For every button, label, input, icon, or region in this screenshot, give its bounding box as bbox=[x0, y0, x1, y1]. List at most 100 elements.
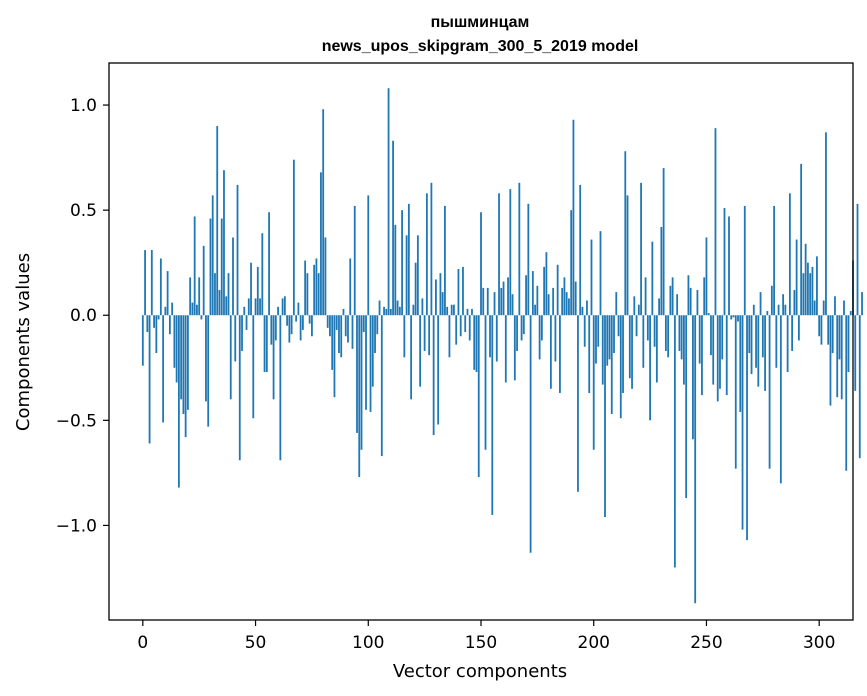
bar-4 bbox=[150, 250, 153, 316]
bar-236 bbox=[673, 315, 676, 568]
bar-182 bbox=[552, 287, 555, 316]
bar-126 bbox=[425, 193, 428, 316]
bar-3 bbox=[148, 315, 151, 444]
bar-106 bbox=[380, 315, 383, 457]
bar-174 bbox=[534, 304, 537, 316]
bar-237 bbox=[676, 294, 679, 316]
bar-147 bbox=[473, 315, 476, 370]
bar-98 bbox=[362, 315, 365, 333]
bar-114 bbox=[398, 306, 401, 316]
bars-group bbox=[141, 88, 863, 604]
bar-177 bbox=[540, 315, 543, 341]
bar-275 bbox=[761, 315, 764, 358]
bar-273 bbox=[757, 315, 760, 387]
x-tick-label: 200 bbox=[578, 633, 610, 653]
bar-181 bbox=[549, 315, 552, 389]
bar-304 bbox=[827, 315, 830, 345]
bar-121 bbox=[414, 262, 417, 316]
bar-18 bbox=[182, 315, 185, 415]
x-tick-label: 250 bbox=[690, 633, 722, 653]
bar-24 bbox=[196, 304, 198, 316]
bar-80 bbox=[322, 109, 325, 316]
bar-265 bbox=[739, 315, 742, 412]
bar-41 bbox=[234, 315, 237, 362]
bar-44 bbox=[241, 315, 243, 351]
bar-99 bbox=[365, 315, 367, 410]
bar-235 bbox=[671, 277, 674, 316]
bar-243 bbox=[689, 287, 692, 316]
bar-228 bbox=[655, 315, 658, 383]
bar-173 bbox=[531, 271, 534, 316]
bar-119 bbox=[410, 315, 413, 400]
bar-159 bbox=[500, 287, 503, 316]
y-tick-label: 1.0 bbox=[70, 96, 97, 116]
bar-229 bbox=[658, 298, 661, 316]
bar-294 bbox=[804, 243, 807, 316]
bar-301 bbox=[820, 315, 823, 345]
bar-68 bbox=[295, 315, 298, 322]
bar-72 bbox=[304, 260, 307, 316]
plot-frame bbox=[108, 62, 854, 621]
bar-189 bbox=[568, 298, 570, 316]
bar-156 bbox=[493, 292, 496, 316]
bar-92 bbox=[349, 258, 352, 316]
bar-40 bbox=[232, 237, 234, 316]
bar-317 bbox=[856, 203, 859, 316]
bar-193 bbox=[577, 315, 579, 492]
bar-47 bbox=[247, 298, 250, 316]
bar-16 bbox=[177, 315, 180, 488]
bar-84 bbox=[331, 315, 334, 370]
bar-200 bbox=[592, 315, 595, 450]
bar-214 bbox=[624, 151, 627, 316]
bar-32 bbox=[214, 273, 216, 316]
bar-89 bbox=[342, 308, 345, 316]
bar-150 bbox=[480, 212, 482, 316]
bar-33 bbox=[216, 126, 219, 316]
y-tick-label: 0.5 bbox=[70, 201, 97, 221]
bar-227 bbox=[653, 315, 656, 347]
bar-135 bbox=[446, 306, 449, 316]
bar-218 bbox=[633, 296, 636, 316]
bar-187 bbox=[563, 277, 566, 316]
bar-104 bbox=[376, 315, 379, 335]
bar-55 bbox=[265, 315, 268, 372]
bar-238 bbox=[678, 315, 681, 351]
bar-148 bbox=[475, 315, 478, 372]
bar-49 bbox=[252, 315, 255, 419]
bar-211 bbox=[617, 315, 620, 337]
bar-136 bbox=[448, 315, 451, 358]
bar-91 bbox=[347, 315, 349, 343]
bar-306 bbox=[831, 315, 834, 354]
bar-124 bbox=[421, 298, 424, 316]
bar-97 bbox=[360, 315, 363, 450]
bar-203 bbox=[599, 231, 602, 316]
bar-257 bbox=[721, 315, 724, 360]
bar-292 bbox=[800, 163, 803, 316]
bar-184 bbox=[556, 264, 559, 316]
bar-217 bbox=[631, 315, 633, 389]
bar-151 bbox=[482, 287, 485, 316]
bar-230 bbox=[660, 226, 663, 316]
bar-215 bbox=[626, 195, 629, 316]
bar-133 bbox=[441, 292, 444, 316]
bar-290 bbox=[795, 239, 798, 316]
bar-154 bbox=[489, 315, 491, 358]
bar-314 bbox=[849, 311, 852, 316]
bar-82 bbox=[326, 315, 329, 328]
bar-164 bbox=[511, 294, 514, 316]
chart-title: пышминцам bbox=[431, 14, 530, 31]
bar-36 bbox=[223, 170, 225, 316]
bar-160 bbox=[502, 281, 505, 316]
bar-270 bbox=[750, 315, 753, 375]
bar-13 bbox=[171, 302, 174, 316]
bar-11 bbox=[166, 271, 169, 316]
y-tick-label: −1.0 bbox=[56, 516, 97, 536]
bar-268 bbox=[746, 315, 748, 541]
bar-75 bbox=[311, 315, 313, 337]
bar-118 bbox=[407, 203, 410, 316]
bar-202 bbox=[597, 315, 600, 347]
bar-153 bbox=[486, 287, 489, 316]
bar-251 bbox=[707, 313, 710, 316]
bar-223 bbox=[644, 277, 647, 316]
bar-198 bbox=[588, 315, 591, 393]
